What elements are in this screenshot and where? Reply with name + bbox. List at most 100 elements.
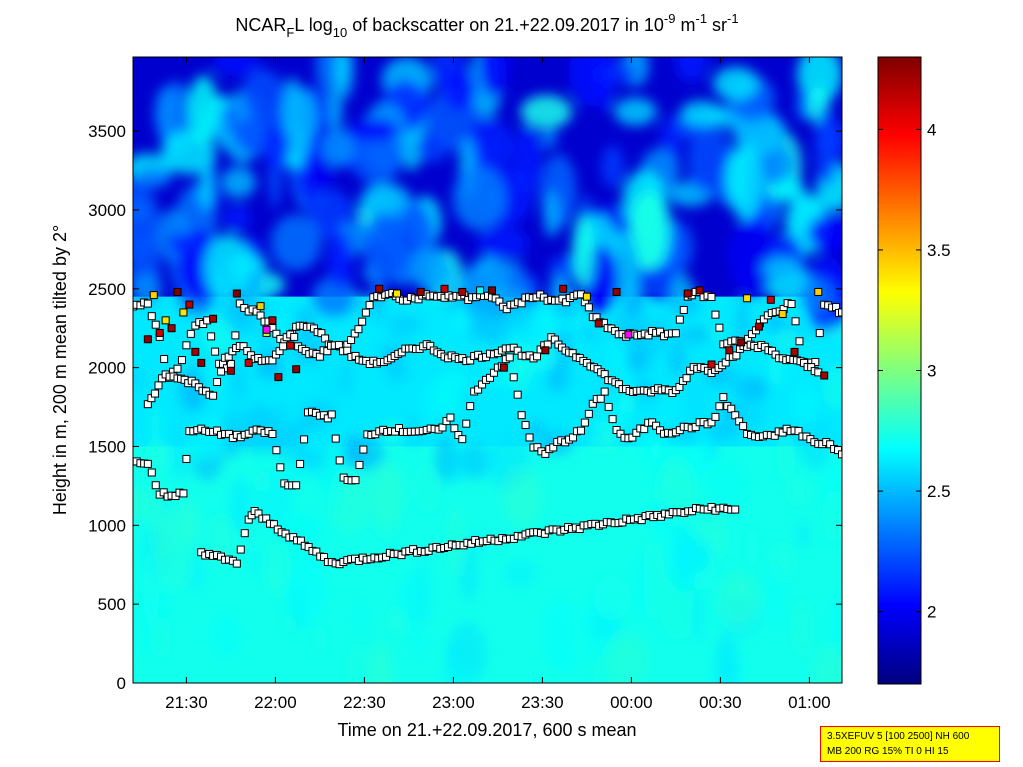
texture-patch [812, 646, 842, 683]
layer-marker-cyan [476, 286, 485, 295]
layer-marker-colored [612, 287, 621, 296]
texture-patch [592, 575, 632, 621]
texture-patch [154, 86, 178, 140]
texture-patch [733, 113, 786, 155]
texture-patch [686, 129, 735, 195]
layer-marker [359, 445, 368, 454]
texture-patch [366, 368, 387, 420]
texture-patch [818, 326, 842, 340]
info-box: 3.5XEFUV 5 [100 2500] NH 600 MB 200 RG 1… [820, 726, 1000, 762]
layer-marker [525, 433, 534, 442]
texture-patch [822, 489, 842, 542]
texture-patch [727, 144, 765, 221]
layer-marker [731, 505, 740, 514]
layer-marker [679, 305, 688, 314]
colorbar-tick-label: 2 [927, 603, 936, 622]
layer-marker [596, 394, 605, 403]
texture-patch [707, 458, 748, 510]
layer-marker [354, 325, 363, 334]
colorbar-tick-label: 4 [927, 120, 936, 139]
layer-marker-colored [286, 341, 295, 350]
layer-marker [811, 358, 820, 367]
texture-patch [442, 445, 474, 483]
layer-marker [300, 435, 309, 444]
texture-patch [674, 57, 708, 83]
layer-marker [795, 337, 804, 346]
chart-title: NCARFL log10 of backscatter on 21.+22.09… [235, 11, 738, 40]
texture-patch [692, 586, 705, 643]
layer-marker [179, 489, 188, 498]
texture-patch [587, 437, 621, 450]
layer-marker-colored [393, 289, 402, 298]
texture-patch [502, 559, 538, 587]
texture-patch [147, 442, 172, 470]
layer-marker-colored [559, 284, 568, 293]
texture-patch [649, 436, 687, 464]
texture-patch [668, 516, 698, 594]
y-tick-label: 1000 [88, 516, 126, 535]
layer-marker-colored [197, 358, 206, 367]
layer-marker-colored [707, 360, 716, 369]
layer-marker-colored [440, 284, 449, 293]
layer-marker-colored [244, 358, 253, 367]
layer-marker [292, 481, 301, 490]
texture-patch [308, 131, 322, 165]
texture-patch [360, 183, 412, 217]
layer-marker-colored [541, 346, 550, 355]
texture-patch [668, 341, 686, 377]
texture-patch [150, 405, 161, 442]
layer-marker [358, 317, 367, 326]
layer-marker [732, 351, 741, 360]
y-tick-label: 3000 [88, 201, 126, 220]
layer-marker-colored [754, 322, 763, 331]
x-tick-label: 22:30 [343, 693, 386, 712]
texture-patch [477, 226, 528, 260]
y-tick-label: 2000 [88, 359, 126, 378]
texture-patch [221, 166, 256, 199]
texture-patch [327, 230, 353, 289]
x-tick-label: 00:00 [610, 693, 653, 712]
texture-patch [683, 374, 710, 425]
texture-patch [792, 385, 819, 426]
texture-patch [340, 358, 353, 397]
layer-marker-colored [790, 347, 799, 356]
layer-marker-colored [268, 316, 277, 325]
texture-patch [680, 100, 723, 127]
layer-marker-colored [725, 346, 734, 355]
texture-patch [326, 84, 343, 135]
layer-marker-colored [226, 366, 235, 375]
texture-patch [611, 307, 650, 346]
layer-marker [584, 409, 593, 418]
texture-patch [761, 256, 804, 281]
texture-patch [249, 548, 264, 577]
layer-marker [235, 299, 244, 308]
texture-patch [630, 191, 664, 271]
layer-marker-colored [695, 286, 704, 295]
texture-patch [769, 561, 784, 635]
layer-marker [513, 390, 522, 399]
x-axis-label: Time on 21.+22.09.2017, 600 s mean [337, 720, 636, 740]
texture-patch [633, 550, 655, 621]
texture-patch [188, 75, 219, 145]
texture-patch [189, 555, 205, 594]
layer-marker-colored [499, 363, 508, 372]
layer-marker-colored [814, 287, 823, 296]
layer-marker [521, 421, 530, 430]
texture-patch [264, 541, 288, 598]
texture-patch [176, 498, 198, 550]
texture-patch [315, 57, 336, 91]
layer-marker [838, 450, 842, 459]
layer-marker-colored [594, 319, 603, 328]
texture-patch [512, 125, 543, 196]
layer-marker [682, 374, 691, 383]
layer-marker [715, 323, 724, 332]
layer-marker [355, 460, 364, 469]
layer-marker [272, 446, 281, 455]
texture-patch [354, 593, 367, 641]
layer-marker [576, 426, 585, 435]
layer-marker [213, 378, 222, 387]
x-tick-label: 01:00 [788, 693, 831, 712]
x-tick-label: 23:00 [432, 693, 475, 712]
layer-marker-colored [209, 314, 218, 323]
layer-marker [151, 320, 160, 329]
